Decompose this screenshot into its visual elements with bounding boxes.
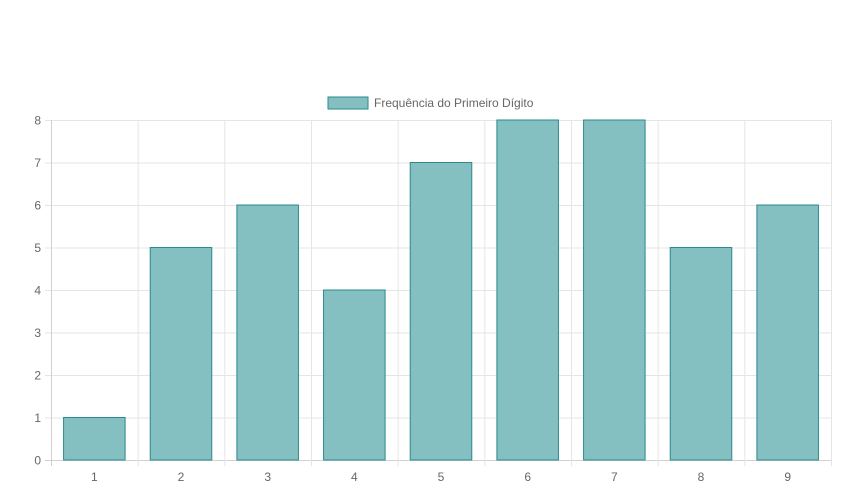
y-tick-label: 8 (34, 114, 41, 128)
x-tick-label: 1 (91, 470, 98, 484)
legend-label: Frequência do Primeiro Dígito (374, 96, 534, 110)
x-tick-label: 4 (351, 470, 358, 484)
x-tick-label: 9 (784, 470, 791, 484)
y-tick-label: 4 (34, 284, 41, 298)
bar[interactable] (236, 204, 299, 461)
y-tick-label: 1 (34, 411, 41, 425)
x-tick-label: 5 (438, 470, 445, 484)
x-tick-label: 7 (611, 470, 618, 484)
y-tick-label: 5 (34, 241, 41, 255)
bar[interactable] (323, 289, 386, 461)
legend-swatch (327, 96, 369, 110)
x-tick-label: 3 (264, 470, 271, 484)
axes: 0 1 2 3 4 5 6 7 8 1 2 3 4 5 6 7 8 9 (34, 114, 791, 485)
y-tick-label: 7 (34, 156, 41, 170)
bars (63, 119, 819, 461)
bar[interactable] (409, 162, 473, 461)
bar[interactable] (583, 119, 646, 461)
legend[interactable]: Frequência do Primeiro Dígito (327, 96, 534, 110)
bar[interactable] (496, 119, 559, 461)
y-tick-label: 6 (34, 199, 41, 213)
x-tick-label: 2 (178, 470, 185, 484)
bar[interactable] (149, 247, 213, 461)
y-tick-label: 3 (34, 326, 41, 340)
x-tick-label: 8 (698, 470, 705, 484)
bar[interactable] (669, 247, 733, 461)
y-tick-label: 2 (34, 369, 41, 383)
bar[interactable] (63, 417, 126, 461)
bar[interactable] (756, 204, 819, 461)
y-tick-label: 0 (34, 454, 41, 468)
x-tick-label: 6 (524, 470, 531, 484)
